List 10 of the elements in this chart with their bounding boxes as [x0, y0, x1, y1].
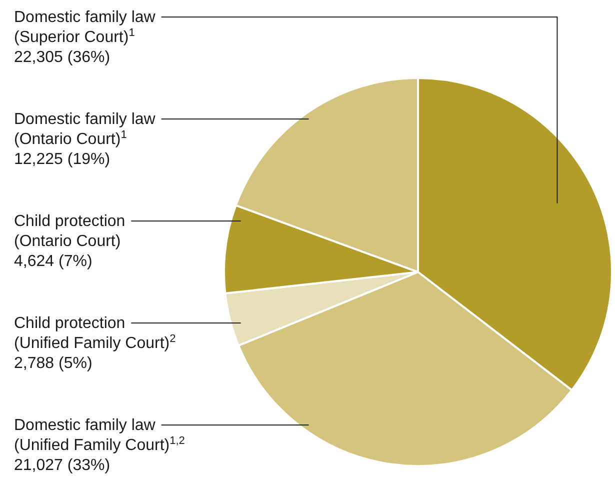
slice-label: Domestic family law (Ontario Court)$^{1}$	[14, 111, 156, 148]
data-label: 22,305 (36%)	[14, 49, 110, 66]
slice-label: Child protection (Unified Family Court)$^{2}$	[14, 315, 176, 352]
slice-label: Child protection (Ontario Court)	[14, 213, 126, 250]
slice-label: Domestic family law (Superior Court)$^{1}$	[14, 9, 156, 46]
data-label: 4,624 (7%)	[14, 253, 92, 270]
slice-label: Domestic family law (Unified Family Court)$^{1,2}$	[14, 417, 185, 454]
data-label: 2,788 (5%)	[14, 355, 92, 372]
data-label: 12,225 (19%)	[14, 151, 110, 168]
data-label: 21,027 (33%)	[14, 457, 110, 474]
